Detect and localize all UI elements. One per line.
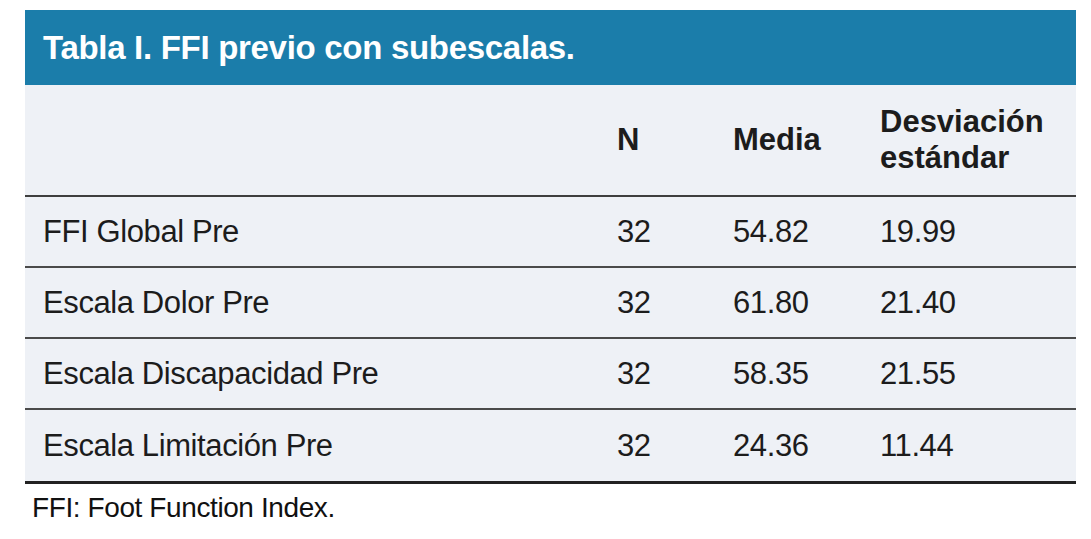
row-label: FFI Global Pre	[25, 214, 617, 250]
cell-media: 24.36	[733, 428, 880, 464]
cell-media: 58.35	[733, 356, 880, 392]
cell-n: 32	[617, 214, 733, 250]
table-title: Tabla I. FFI previo con subescalas.	[43, 29, 575, 67]
row-label: Escala Dolor Pre	[25, 285, 617, 321]
table-header-row: N Media Desviación estándar	[25, 85, 1076, 197]
cell-sd: 21.55	[880, 356, 1076, 392]
col-header-media: Media	[733, 122, 880, 158]
table-title-bar: Tabla I. FFI previo con subescalas.	[25, 10, 1076, 85]
table-row: Escala Limitación Pre 32 24.36 11.44	[25, 410, 1076, 481]
cell-media: 61.80	[733, 285, 880, 321]
cell-sd: 11.44	[880, 428, 1076, 464]
cell-sd: 21.40	[880, 285, 1076, 321]
row-label: Escala Discapacidad Pre	[25, 356, 617, 392]
row-label: Escala Limitación Pre	[25, 428, 617, 464]
col-header-n: N	[617, 122, 733, 158]
table-row: Escala Dolor Pre 32 61.80 21.40	[25, 268, 1076, 339]
page: Tabla I. FFI previo con subescalas. N Me…	[0, 0, 1091, 539]
cell-n: 32	[617, 356, 733, 392]
table-row: Escala Discapacidad Pre 32 58.35 21.55	[25, 339, 1076, 410]
table-row: FFI Global Pre 32 54.82 19.99	[25, 197, 1076, 268]
table-footnote: FFI: Foot Function Index.	[32, 492, 335, 524]
col-header-sd: Desviación estándar	[880, 104, 1076, 175]
cell-n: 32	[617, 428, 733, 464]
stats-table: N Media Desviación estándar FFI Global P…	[25, 85, 1076, 484]
cell-media: 54.82	[733, 214, 880, 250]
cell-sd: 19.99	[880, 214, 1076, 250]
table-figure: Tabla I. FFI previo con subescalas. N Me…	[25, 10, 1076, 484]
cell-n: 32	[617, 285, 733, 321]
